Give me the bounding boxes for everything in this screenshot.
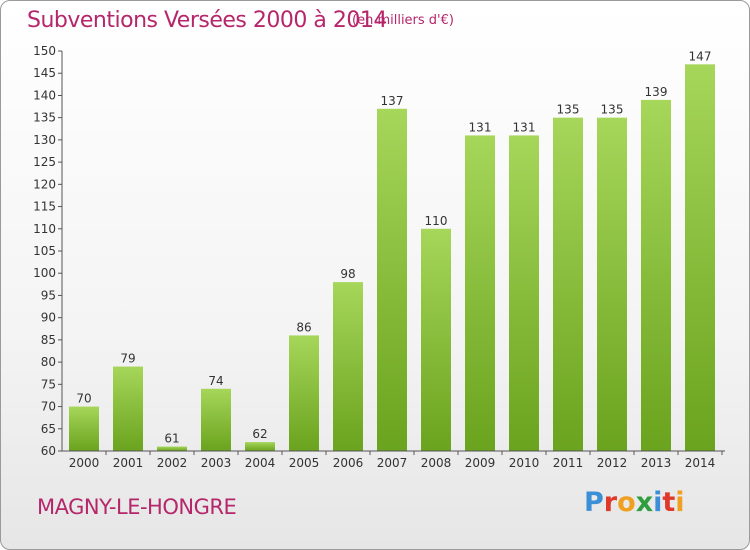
- bar-value-label: 135: [557, 103, 580, 117]
- y-tick-label: 70: [41, 400, 56, 414]
- bar-2008: [421, 228, 451, 451]
- x-tick-label: 2004: [245, 456, 276, 470]
- y-tick-label: 145: [33, 66, 56, 80]
- logo-letter: i: [675, 487, 685, 518]
- bar-2003: [201, 388, 231, 451]
- x-axis: 2000 2001 2002 2003 2004 2005 2006 2007 2008 2009…: [62, 450, 725, 470]
- x-tick-label: 2010: [509, 456, 540, 470]
- place-name: MAGNY-LE-HONGRE: [37, 495, 237, 519]
- x-tick-label: 2002: [157, 456, 188, 470]
- y-tick-label: 115: [33, 200, 56, 214]
- bar-value-label: 62: [252, 427, 267, 441]
- logo-letter: x: [635, 487, 654, 518]
- y-tick-label: 85: [41, 333, 56, 347]
- bar-value-label: 79: [120, 352, 135, 366]
- bars: 70 79 61 74 62 86 98 137 110 131 131 135 135 139 147: [69, 49, 715, 452]
- bar-2006: [333, 282, 363, 451]
- bar-value-label: 131: [513, 120, 536, 134]
- bar-value-label: 61: [164, 432, 179, 446]
- logo-letter: i: [653, 487, 663, 518]
- bar-value-label: 98: [340, 267, 355, 281]
- chart-title: Subventions Versées 2000 à 2014: [27, 8, 387, 33]
- x-tick-label: 2007: [377, 456, 408, 470]
- x-tick-label: 2008: [421, 456, 452, 470]
- y-tick-label: 105: [33, 244, 56, 258]
- bar-value-label: 110: [425, 214, 448, 228]
- y-tick-label: 60: [41, 444, 56, 458]
- bar-2000: [69, 406, 99, 451]
- bar-value-label: 86: [296, 320, 311, 334]
- bar-2005: [289, 335, 319, 451]
- x-tick-label: 2012: [597, 456, 628, 470]
- x-tick-label: 2003: [201, 456, 232, 470]
- x-tick-label: 2006: [333, 456, 364, 470]
- x-tick-label: 2005: [289, 456, 320, 470]
- y-tick-label: 120: [33, 177, 56, 191]
- bar-2007: [377, 108, 407, 452]
- bar-2014: [685, 64, 715, 452]
- y-tick-label: 95: [41, 288, 56, 302]
- bar-2001: [113, 366, 143, 451]
- y-tick-label: 75: [41, 377, 56, 391]
- chart-subtitle: (en milliers d'€): [352, 13, 454, 28]
- y-tick-label: 100: [33, 266, 56, 280]
- x-tick-label: 2001: [113, 456, 144, 470]
- y-tick-label: 140: [33, 88, 56, 102]
- x-tick-label: 2014: [685, 456, 716, 470]
- bar-value-label: 147: [689, 49, 712, 63]
- bar-2002: [157, 446, 187, 451]
- y-tick-label: 125: [33, 155, 56, 169]
- y-tick-label: 80: [41, 355, 56, 369]
- x-tick-label: 2000: [69, 456, 100, 470]
- proxiti-logo: Proxiti: [584, 487, 685, 518]
- bar-2009: [465, 135, 495, 451]
- bar-2013: [641, 99, 671, 451]
- y-tick-label: 130: [33, 133, 56, 147]
- bar-value-label: 131: [469, 120, 492, 134]
- bar-value-label: 137: [381, 94, 404, 108]
- bar-value-label: 70: [76, 392, 91, 406]
- bar-2011: [553, 117, 583, 452]
- bar-2010: [509, 135, 539, 451]
- y-tick-label: 90: [41, 311, 56, 325]
- bar-2004: [245, 442, 275, 451]
- y-tick-label: 65: [41, 422, 56, 436]
- y-tick-label: 150: [33, 44, 56, 58]
- bar-2012: [597, 117, 627, 452]
- logo-letter: r: [603, 487, 618, 518]
- logo-letter: t: [662, 487, 676, 518]
- y-tick-label: 110: [33, 222, 56, 236]
- logo-letter: o: [617, 487, 636, 518]
- x-tick-label: 2009: [465, 456, 496, 470]
- logo-letter: P: [584, 487, 604, 518]
- x-tick-label: 2013: [641, 456, 672, 470]
- bar-value-label: 135: [601, 103, 624, 117]
- y-axis: 60 65 70 75 80 85 90 95 100 105 110 115 120 125 130 135…: [33, 44, 63, 458]
- x-tick-label: 2011: [553, 456, 584, 470]
- bar-value-label: 139: [645, 85, 668, 99]
- bar-value-label: 74: [208, 374, 223, 388]
- y-tick-label: 135: [33, 111, 56, 125]
